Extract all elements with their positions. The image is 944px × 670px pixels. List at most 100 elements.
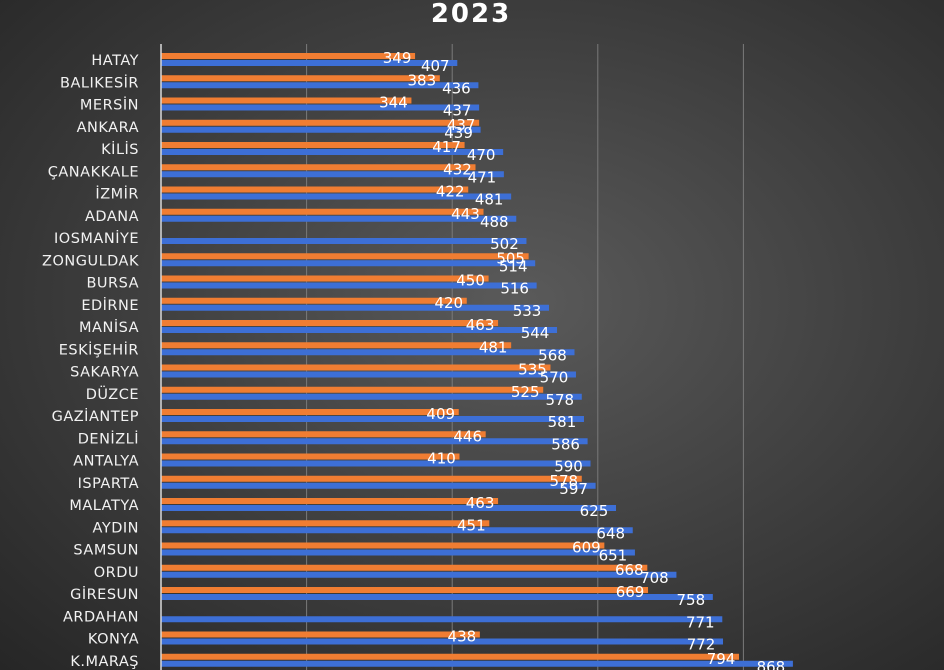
bar-orange bbox=[161, 364, 551, 371]
bar-blue bbox=[161, 304, 550, 311]
bar-blue bbox=[161, 416, 584, 422]
bar-orange bbox=[161, 520, 490, 527]
data-label-blue: 439 bbox=[444, 124, 473, 142]
bar-blue bbox=[161, 594, 713, 600]
data-label-orange: 668 bbox=[615, 561, 644, 579]
data-label-blue: 514 bbox=[499, 257, 528, 275]
bar-orange bbox=[161, 75, 440, 82]
category-label: ZONGULDAK bbox=[42, 253, 139, 269]
category-label: EDİRNE bbox=[81, 296, 139, 314]
data-label-blue: 470 bbox=[467, 146, 496, 164]
data-label-orange: 437 bbox=[447, 116, 476, 134]
bar-orange bbox=[161, 53, 416, 59]
bar-orange bbox=[161, 631, 480, 638]
bar-blue bbox=[161, 327, 558, 333]
category-label: KONYA bbox=[88, 632, 139, 648]
data-label-blue: 590 bbox=[554, 458, 583, 476]
category-label: MALATYA bbox=[69, 498, 139, 514]
bar-orange bbox=[161, 297, 467, 304]
data-label-blue: 868 bbox=[757, 658, 786, 670]
bar-blue bbox=[161, 60, 458, 66]
category-label: ANTALYA bbox=[73, 454, 139, 470]
bar-orange bbox=[161, 498, 499, 504]
bar-blue bbox=[161, 393, 582, 400]
category-label: GAZİANTEP bbox=[52, 407, 139, 425]
data-label-orange: 410 bbox=[427, 450, 456, 468]
bar-orange bbox=[161, 431, 486, 438]
data-label-orange: 794 bbox=[707, 650, 736, 668]
data-label-blue: 407 bbox=[421, 57, 450, 75]
data-label-orange: 463 bbox=[466, 494, 495, 512]
bar-blue bbox=[161, 238, 527, 244]
data-label-blue: 544 bbox=[521, 324, 550, 342]
bar-blue bbox=[161, 82, 479, 89]
category-label: K.MARAŞ bbox=[70, 654, 139, 670]
data-label-orange: 535 bbox=[518, 361, 547, 379]
bar-orange bbox=[161, 208, 484, 215]
data-label-blue: 772 bbox=[687, 636, 716, 654]
bar-orange bbox=[161, 186, 469, 193]
bar-blue bbox=[161, 638, 724, 645]
data-label-orange: 463 bbox=[466, 316, 495, 334]
bar-blue bbox=[161, 438, 588, 445]
bar-blue bbox=[161, 549, 635, 556]
data-label-blue: 648 bbox=[596, 524, 625, 542]
bar-blue bbox=[161, 149, 504, 155]
category-axis: HATAY BALIKESİR MERSİN ANKARA KİLİS ÇANAKKALE… bbox=[42, 44, 162, 670]
data-label-orange: 344 bbox=[379, 94, 408, 112]
bar-blue bbox=[161, 660, 793, 667]
category-label: IOSMANİYE bbox=[54, 229, 139, 247]
data-label-blue: 625 bbox=[580, 502, 609, 520]
bar-blue bbox=[161, 215, 517, 222]
bar-orange bbox=[161, 97, 412, 104]
data-label-orange: 417 bbox=[432, 138, 461, 156]
data-label-blue: 481 bbox=[475, 191, 504, 209]
bar-blue bbox=[161, 371, 576, 378]
category-label: ÇANAKKALE bbox=[48, 164, 139, 180]
data-label-orange: 422 bbox=[436, 183, 465, 201]
data-label-blue: 578 bbox=[545, 391, 574, 409]
bar-blue bbox=[161, 260, 536, 267]
data-label-blue: 471 bbox=[468, 168, 497, 186]
bar-blue bbox=[161, 282, 537, 289]
category-label: BALIKESİR bbox=[60, 73, 139, 91]
data-label-blue: 502 bbox=[490, 235, 519, 253]
category-label: GİRESUN bbox=[70, 585, 139, 603]
category-label: MERSİN bbox=[80, 96, 139, 114]
data-label-orange: 443 bbox=[451, 205, 480, 223]
bar-orange bbox=[161, 453, 460, 460]
data-label-blue: 488 bbox=[480, 213, 509, 231]
data-label-blue: 516 bbox=[500, 280, 529, 298]
category-label: HATAY bbox=[91, 53, 139, 69]
data-label-orange: 420 bbox=[434, 294, 463, 312]
data-label-orange: 669 bbox=[616, 583, 645, 601]
category-label: DENİZLİ bbox=[78, 429, 139, 447]
category-label: ORDU bbox=[94, 565, 139, 581]
data-label-blue: 708 bbox=[640, 569, 669, 587]
bar-blue bbox=[161, 616, 723, 623]
data-label-orange: 451 bbox=[457, 516, 486, 534]
bar-blue bbox=[161, 171, 504, 178]
bar-orange bbox=[161, 253, 529, 260]
data-label-orange: 383 bbox=[408, 71, 437, 89]
data-label-orange: 578 bbox=[549, 472, 578, 490]
data-label-blue: 771 bbox=[686, 613, 715, 631]
data-label-orange: 438 bbox=[448, 628, 477, 646]
data-label-orange: 609 bbox=[572, 539, 601, 557]
category-label: SAKARYA bbox=[70, 365, 139, 381]
bar-blue bbox=[161, 527, 633, 534]
data-label-blue: 651 bbox=[599, 547, 628, 565]
data-label-orange: 481 bbox=[479, 338, 508, 356]
chart-title: 2023 bbox=[431, 0, 511, 29]
data-label-orange: 349 bbox=[383, 49, 412, 67]
bar-orange bbox=[161, 320, 499, 326]
bar-orange bbox=[161, 564, 648, 571]
bar-orange bbox=[161, 119, 480, 126]
category-label: ADANA bbox=[85, 209, 139, 225]
bar-orange bbox=[161, 275, 489, 282]
bar-blue bbox=[161, 571, 677, 578]
bar-blue bbox=[161, 126, 481, 133]
data-label-orange: 450 bbox=[456, 272, 485, 290]
data-label-blue: 758 bbox=[677, 591, 706, 609]
